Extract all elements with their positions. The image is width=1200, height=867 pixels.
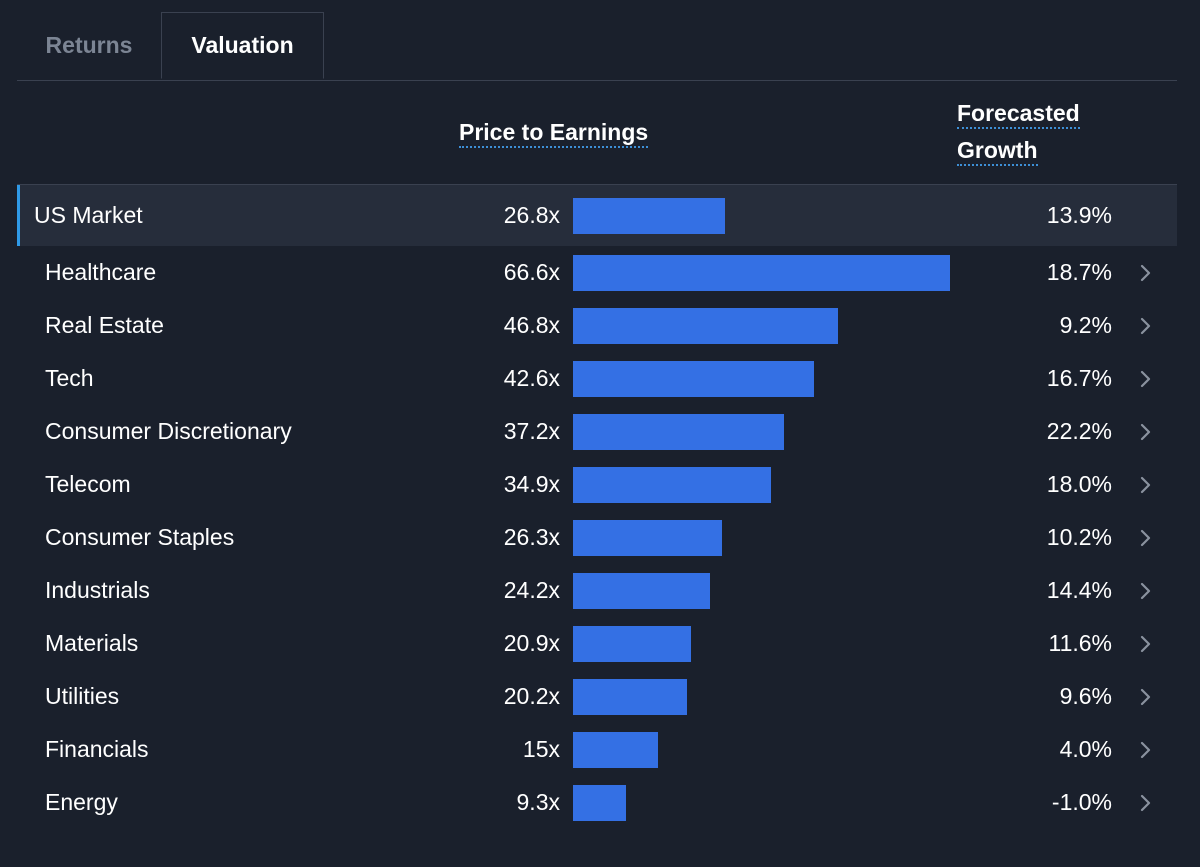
chevron-right-icon[interactable] xyxy=(1139,617,1153,670)
table-row[interactable]: Consumer Staples 26.3x 10.2% xyxy=(17,511,1177,564)
market-row: US Market 26.8x 13.9% xyxy=(17,185,1177,246)
row-pe-value: 26.8x xyxy=(503,202,560,228)
chevron-right-icon[interactable] xyxy=(1139,670,1153,723)
row-name: Utilities xyxy=(45,683,120,709)
row-pe-value: 26.3x xyxy=(503,524,560,550)
row-growth-value: 14.4% xyxy=(1046,577,1112,603)
pe-bar xyxy=(573,519,722,556)
growth-header-line2: Growth xyxy=(957,137,1038,166)
pe-bar xyxy=(573,625,691,662)
chevron-right-icon[interactable] xyxy=(1139,246,1153,299)
row-pe-value: 46.8x xyxy=(503,312,560,338)
table-row[interactable]: Healthcare 66.6x 18.7% xyxy=(17,246,1177,299)
chevron-right-icon[interactable] xyxy=(1139,458,1153,511)
row-growth-value: 22.2% xyxy=(1046,418,1112,444)
row-growth-value: 18.0% xyxy=(1046,471,1112,497)
pe-bar xyxy=(573,678,687,715)
row-pe-value: 42.6x xyxy=(503,365,560,391)
chevron-right-icon[interactable] xyxy=(1139,352,1153,405)
row-name: Consumer Staples xyxy=(45,524,235,550)
row-growth-value: 18.7% xyxy=(1046,259,1112,285)
table-row[interactable]: Utilities 20.2x 9.6% xyxy=(17,670,1177,723)
chevron-right-icon[interactable] xyxy=(1139,776,1153,829)
row-pe-value: 34.9x xyxy=(503,471,560,497)
pe-bar xyxy=(573,784,626,821)
row-pe-value: 20.2x xyxy=(503,683,560,709)
pe-bar xyxy=(573,254,950,291)
row-name: Tech xyxy=(45,365,94,391)
pe-bar xyxy=(573,413,784,450)
chevron-right-icon[interactable] xyxy=(1139,564,1153,617)
row-name: US Market xyxy=(34,202,143,228)
tab-valuation[interactable]: Valuation xyxy=(161,12,324,79)
row-growth-value: 4.0% xyxy=(1059,736,1112,762)
row-growth-value: 11.6% xyxy=(1048,630,1112,656)
row-name: Materials xyxy=(45,630,139,656)
pe-bar xyxy=(573,731,658,768)
table-row[interactable]: Financials 15x 4.0% xyxy=(17,723,1177,776)
tab-bar: Returns Valuation xyxy=(17,12,1177,81)
pe-bar xyxy=(573,197,725,234)
pe-bar xyxy=(573,307,838,344)
row-pe-value: 24.2x xyxy=(503,577,560,603)
row-name: Industrials xyxy=(45,577,150,603)
table-row[interactable]: Materials 20.9x 11.6% xyxy=(17,617,1177,670)
pe-bar xyxy=(573,466,771,503)
table-row[interactable]: Real Estate 46.8x 9.2% xyxy=(17,299,1177,352)
table-row[interactable]: Telecom 34.9x 18.0% xyxy=(17,458,1177,511)
row-name: Real Estate xyxy=(45,312,164,338)
row-growth-value: 9.2% xyxy=(1059,312,1112,338)
row-pe-value: 37.2x xyxy=(503,418,560,444)
row-growth-value: 10.2% xyxy=(1046,524,1112,550)
row-growth-value: -1.0% xyxy=(1051,789,1112,815)
pe-header-label: Price to Earnings xyxy=(459,119,649,148)
pe-bar xyxy=(573,572,710,609)
row-pe-value: 66.6x xyxy=(503,259,560,285)
growth-header-line1: Forecasted xyxy=(957,100,1080,129)
chevron-right-icon[interactable] xyxy=(1139,511,1153,564)
row-growth-value: 16.7% xyxy=(1046,365,1112,391)
row-name: Healthcare xyxy=(45,259,157,285)
sector-table: US Market 26.8x 13.9% Healthcare 66.6x 18.7% R… xyxy=(17,184,1177,829)
chevron-right-icon[interactable] xyxy=(1139,299,1153,352)
row-name: Consumer Discretionary xyxy=(45,418,292,444)
row-name: Energy xyxy=(45,789,118,815)
table-row[interactable]: Energy 9.3x -1.0% xyxy=(17,776,1177,829)
pe-bar xyxy=(573,360,814,397)
table-row[interactable]: Consumer Discretionary 37.2x 22.2% xyxy=(17,405,1177,458)
row-growth-value: 13.9% xyxy=(1046,202,1112,228)
row-name: Telecom xyxy=(45,471,131,497)
pe-column-header[interactable]: Price to Earnings xyxy=(459,114,649,151)
chevron-right-icon[interactable] xyxy=(1139,405,1153,458)
row-growth-value: 9.6% xyxy=(1059,683,1112,709)
tab-returns[interactable]: Returns xyxy=(45,32,133,58)
row-name: Financials xyxy=(45,736,149,762)
chevron-right-icon[interactable] xyxy=(1139,723,1153,776)
table-row[interactable]: Industrials 24.2x 14.4% xyxy=(17,564,1177,617)
row-pe-value: 20.9x xyxy=(503,630,560,656)
row-pe-value: 9.3x xyxy=(516,789,560,815)
growth-column-header[interactable]: Forecasted Growth xyxy=(957,95,1080,169)
table-row[interactable]: Tech 42.6x 16.7% xyxy=(17,352,1177,405)
row-pe-value: 15x xyxy=(522,736,560,762)
